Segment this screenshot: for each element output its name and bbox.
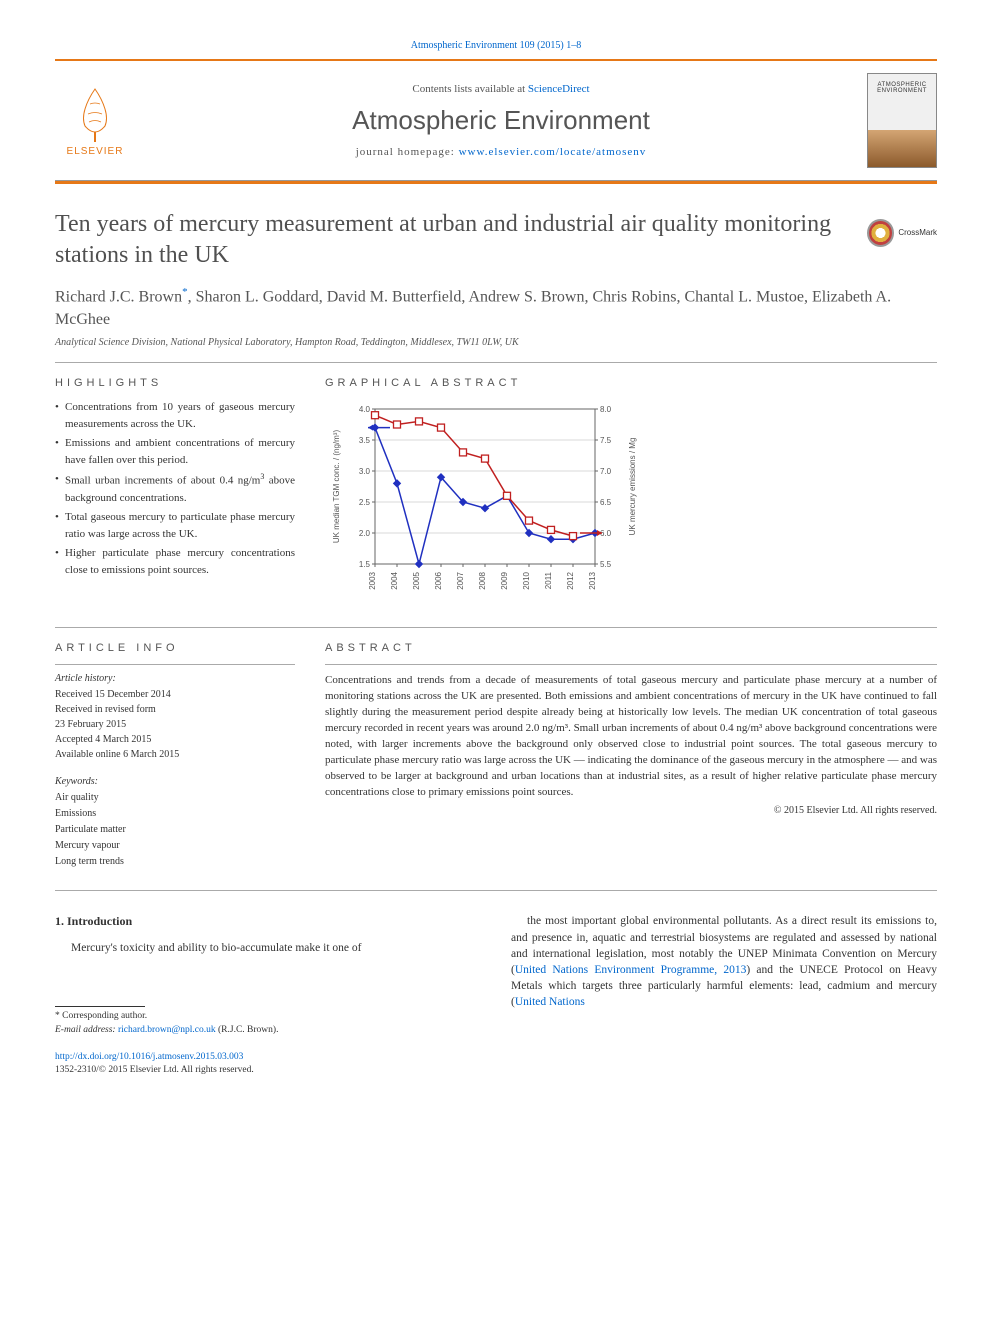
- journal-name: Atmospheric Environment: [135, 105, 867, 136]
- svg-text:3.5: 3.5: [359, 436, 371, 445]
- contents-line: Contents lists available at ScienceDirec…: [135, 83, 867, 95]
- email-link[interactable]: richard.brown@npl.co.uk: [118, 1025, 216, 1035]
- corresponding-author: * Corresponding author.: [55, 1010, 481, 1023]
- authors: Richard J.C. Brown*, Sharon L. Goddard, …: [55, 285, 937, 331]
- svg-text:2.5: 2.5: [359, 498, 371, 507]
- rule-1: [55, 362, 937, 363]
- svg-text:2010: 2010: [522, 572, 531, 590]
- history-line: Received in revised form: [55, 702, 295, 717]
- keyword: Particulate matter: [55, 822, 295, 838]
- sciencedirect-link[interactable]: ScienceDirect: [528, 83, 590, 95]
- svg-text:2013: 2013: [588, 572, 597, 590]
- doi-link[interactable]: http://dx.doi.org/10.1016/j.atmosenv.201…: [55, 1052, 243, 1062]
- graphical-abstract-label: GRAPHICAL ABSTRACT: [325, 377, 937, 389]
- history-line: Available online 6 March 2015: [55, 747, 295, 762]
- body-column-left: 1. Introduction Mercury's toxicity and a…: [55, 913, 481, 1077]
- highlight-item: Concentrations from 10 years of gaseous …: [55, 399, 295, 432]
- rule-info: [55, 664, 295, 665]
- elsevier-logo[interactable]: ELSEVIER: [55, 76, 135, 166]
- header-citation: Atmospheric Environment 109 (2015) 1–8: [55, 40, 937, 51]
- article-info-label: ARTICLE INFO: [55, 642, 295, 654]
- graphical-abstract-chart: 1.52.02.53.03.54.05.56.06.57.07.58.02003…: [325, 399, 645, 609]
- homepage-line: journal homepage: www.elsevier.com/locat…: [135, 146, 867, 158]
- highlight-item: Total gaseous mercury to particulate pha…: [55, 509, 295, 542]
- section-heading-intro: 1. Introduction: [55, 913, 481, 930]
- journal-header: ELSEVIER Contents lists available at Sci…: [55, 61, 937, 181]
- highlights-label: HIGHLIGHTS: [55, 377, 295, 389]
- rule-abstract: [325, 664, 937, 665]
- highlight-item: Emissions and ambient concentrations of …: [55, 435, 295, 468]
- email-label: E-mail address:: [55, 1025, 118, 1035]
- crossmark-badge[interactable]: CrossMark: [867, 215, 937, 250]
- svg-text:5.5: 5.5: [600, 560, 612, 569]
- elsevier-tree-icon: [70, 84, 120, 144]
- highlight-item: Small urban increments of about 0.4 ng/m…: [55, 471, 295, 506]
- keywords-label: Keywords:: [55, 774, 295, 789]
- abstract-text: Concentrations and trends from a decade …: [325, 673, 937, 801]
- footer-rule: [55, 1006, 145, 1007]
- svg-text:2007: 2007: [456, 572, 465, 590]
- issn-copyright: 1352-2310/© 2015 Elsevier Ltd. All right…: [55, 1064, 481, 1077]
- abstract-copyright: © 2015 Elsevier Ltd. All rights reserved…: [325, 805, 937, 816]
- doi-block: http://dx.doi.org/10.1016/j.atmosenv.201…: [55, 1051, 481, 1078]
- svg-text:2011: 2011: [544, 572, 553, 590]
- history-line: Accepted 4 March 2015: [55, 732, 295, 747]
- affiliation: Analytical Science Division, National Ph…: [55, 337, 937, 348]
- intro-para-1: Mercury's toxicity and ability to bio-ac…: [55, 940, 481, 956]
- svg-text:3.0: 3.0: [359, 467, 371, 476]
- journal-cover[interactable]: ATMOSPHERIC ENVIRONMENT: [867, 73, 937, 168]
- svg-text:4.0: 4.0: [359, 405, 371, 414]
- article-info: Article history: Received 15 December 20…: [55, 671, 295, 870]
- svg-text:1.5: 1.5: [359, 560, 371, 569]
- svg-text:8.0: 8.0: [600, 405, 612, 414]
- crossmark-icon: [867, 219, 894, 247]
- article-title: Ten years of mercury measurement at urba…: [55, 209, 852, 271]
- history-line: 23 February 2015: [55, 717, 295, 732]
- ref-link-unece[interactable]: United Nations: [515, 996, 585, 1008]
- homepage-prefix: journal homepage:: [356, 146, 459, 158]
- svg-text:2003: 2003: [368, 572, 377, 590]
- corresponding-author-block: * Corresponding author. E-mail address: …: [55, 1006, 481, 1037]
- svg-text:2004: 2004: [390, 572, 399, 590]
- email-suffix: (R.J.C. Brown).: [216, 1025, 279, 1035]
- abstract-label: ABSTRACT: [325, 642, 937, 654]
- svg-text:2.0: 2.0: [359, 529, 371, 538]
- ref-link-unep[interactable]: United Nations Environment Programme, 20…: [515, 964, 747, 976]
- body-column-right: the most important global environmental …: [511, 913, 937, 1077]
- header-rule-bottom: [55, 181, 937, 184]
- svg-text:2006: 2006: [434, 572, 443, 590]
- history-line: Received 15 December 2014: [55, 687, 295, 702]
- history-label: Article history:: [55, 671, 295, 686]
- svg-text:2005: 2005: [412, 572, 421, 590]
- keyword: Long term trends: [55, 854, 295, 870]
- svg-text:UK mercury emissions / Mg: UK mercury emissions / Mg: [628, 438, 637, 536]
- svg-text:2009: 2009: [500, 572, 509, 590]
- keyword: Mercury vapour: [55, 838, 295, 854]
- svg-text:7.0: 7.0: [600, 467, 612, 476]
- svg-text:2008: 2008: [478, 572, 487, 590]
- svg-text:6.5: 6.5: [600, 498, 612, 507]
- homepage-link[interactable]: www.elsevier.com/locate/atmosenv: [459, 146, 647, 158]
- contents-prefix: Contents lists available at: [412, 83, 527, 95]
- crossmark-text: CrossMark: [898, 228, 937, 237]
- journal-cover-title: ATMOSPHERIC ENVIRONMENT: [868, 74, 936, 94]
- keyword: Air quality: [55, 790, 295, 806]
- rule-3: [55, 890, 937, 891]
- highlight-item: Higher particulate phase mercury concent…: [55, 545, 295, 578]
- highlights-list: Concentrations from 10 years of gaseous …: [55, 399, 295, 578]
- svg-text:2012: 2012: [566, 572, 575, 590]
- keyword: Emissions: [55, 806, 295, 822]
- rule-2: [55, 627, 937, 628]
- svg-text:7.5: 7.5: [600, 436, 612, 445]
- svg-text:UK median TGM conc. / (ng/m³): UK median TGM conc. / (ng/m³): [332, 430, 341, 544]
- elsevier-text: ELSEVIER: [67, 146, 124, 157]
- intro-para-2: the most important global environmental …: [511, 913, 937, 1010]
